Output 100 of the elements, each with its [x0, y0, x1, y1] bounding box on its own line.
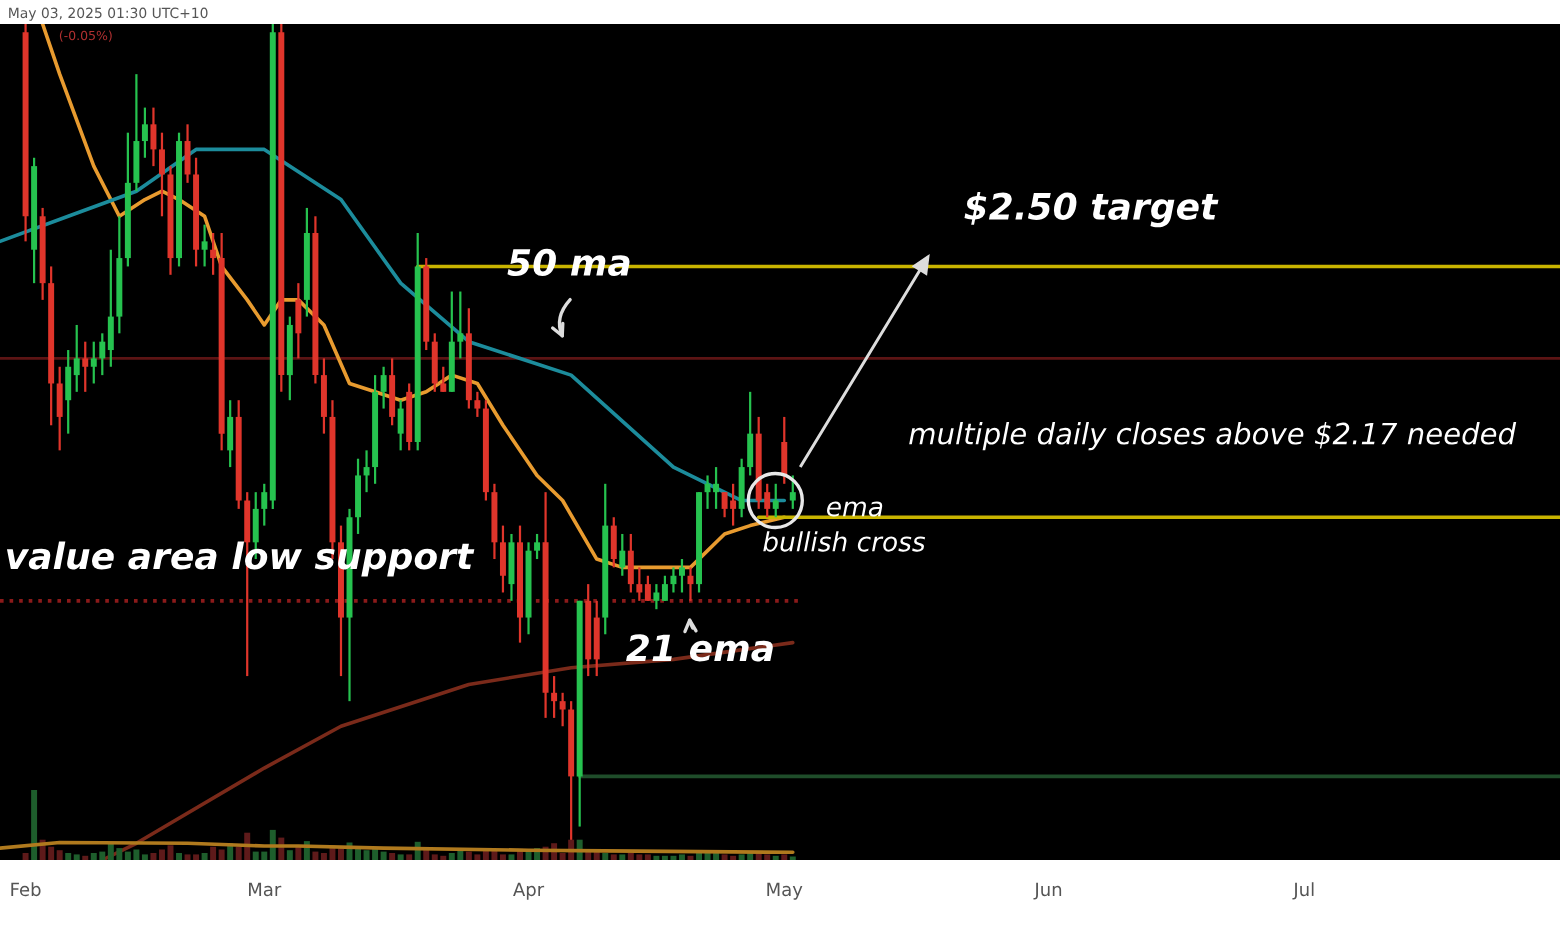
bar	[295, 846, 302, 860]
bar	[644, 854, 651, 860]
x-tick-label: Feb	[11, 882, 41, 897]
annotation: 21 ema	[626, 634, 773, 662]
bar	[22, 853, 29, 860]
candlestick	[610, 516, 617, 569]
bar	[525, 851, 532, 860]
bar	[610, 854, 617, 860]
candlestick	[534, 532, 541, 561]
candlestick	[551, 674, 558, 719]
bar	[65, 853, 72, 860]
bar	[116, 848, 123, 860]
candlestick	[789, 474, 796, 510]
candlestick	[397, 399, 404, 452]
candlestick	[508, 532, 515, 602]
candlestick	[781, 415, 788, 485]
bar	[738, 854, 745, 860]
annotation: $2.50 target	[964, 191, 1219, 228]
candlestick	[320, 357, 327, 435]
candlestick	[431, 332, 438, 393]
candlestick	[619, 532, 626, 577]
candlestick	[184, 123, 191, 184]
bar	[99, 851, 106, 860]
candlestick	[389, 357, 396, 427]
candlestick	[721, 491, 728, 519]
bar	[465, 851, 472, 860]
bar	[48, 846, 55, 860]
x-tick-label: Jun	[1033, 882, 1062, 900]
candlestick	[295, 282, 302, 360]
candlestick	[678, 557, 685, 594]
candlestick	[363, 449, 370, 494]
bar	[627, 853, 634, 860]
bar	[73, 854, 80, 860]
bar	[56, 850, 63, 860]
x-tick-label: Jul	[1292, 882, 1314, 900]
candlestick	[713, 465, 720, 510]
bar	[286, 850, 293, 860]
candlestick	[201, 223, 208, 268]
bar	[380, 851, 387, 860]
candlestick	[150, 106, 157, 168]
candlestick	[133, 73, 140, 193]
bar	[721, 854, 728, 860]
bar	[90, 853, 97, 860]
bar	[431, 854, 438, 860]
candlestick	[670, 566, 677, 594]
bar	[252, 851, 259, 860]
annotation: multiple daily closes above $2.17 needed	[909, 422, 1517, 451]
bar	[355, 848, 362, 860]
bar	[150, 853, 157, 860]
candlestick	[738, 457, 745, 519]
candlestick	[730, 482, 737, 527]
bar	[124, 851, 131, 860]
candlestick	[747, 390, 754, 477]
x-tick-label: Apr	[513, 882, 545, 900]
candlestick	[636, 566, 643, 602]
candlestick	[474, 390, 481, 419]
bar	[781, 854, 788, 860]
candlestick	[653, 583, 660, 611]
candlestick	[380, 365, 387, 410]
bar	[176, 853, 182, 860]
candlestick	[644, 574, 651, 602]
candlestick	[661, 574, 668, 602]
annotation: bullish cross	[763, 531, 926, 552]
bar	[312, 851, 319, 860]
candlestick	[210, 231, 217, 276]
bar	[210, 846, 217, 860]
candlestick	[227, 399, 234, 469]
candlestick	[158, 131, 165, 218]
bar	[193, 854, 200, 860]
x-tick-label: Mar	[249, 882, 282, 897]
bar	[133, 849, 140, 860]
bar	[363, 850, 370, 860]
candlestick	[772, 482, 779, 519]
candlestick	[65, 348, 72, 435]
annotation: ema	[827, 501, 883, 517]
candlestick	[593, 599, 600, 678]
candlestick	[457, 290, 464, 360]
bar	[31, 790, 38, 860]
bar	[406, 854, 413, 860]
bar	[389, 853, 396, 860]
bar	[320, 853, 327, 860]
candlestick	[440, 365, 447, 393]
bar	[508, 854, 515, 860]
bar	[764, 854, 771, 860]
candlestick	[704, 474, 711, 510]
bar	[678, 854, 685, 860]
bar	[636, 854, 643, 860]
candlestick	[56, 365, 63, 452]
candlestick	[90, 340, 97, 385]
candlestick	[559, 691, 566, 728]
bar	[201, 853, 208, 860]
bar	[218, 849, 225, 860]
bar	[499, 854, 506, 860]
candlestick	[82, 340, 89, 393]
candlestick	[499, 524, 506, 594]
bar	[158, 849, 165, 860]
candlestick	[355, 457, 362, 536]
bar	[397, 854, 404, 860]
bar	[474, 854, 481, 860]
bar	[141, 854, 148, 860]
